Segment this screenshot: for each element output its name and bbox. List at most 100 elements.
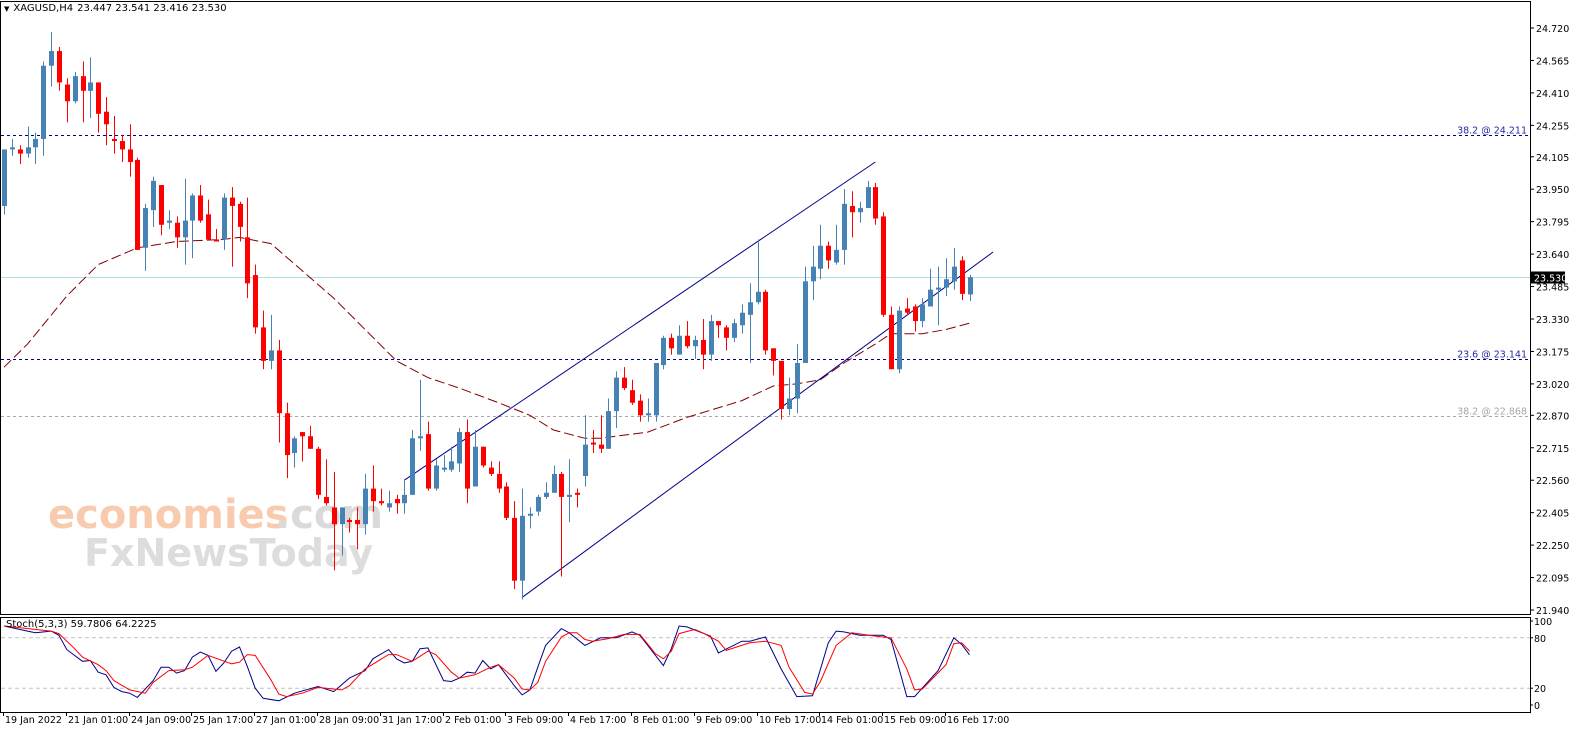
price-axis-label: 24.565 <box>1536 56 1569 67</box>
time-axis-label: 8 Feb 01:00 <box>633 715 689 726</box>
time-axis-label: 21 Jan 01:00 <box>68 715 128 726</box>
chart-header: ▼ XAGUSD,H4 23.447 23.541 23.416 23.530 <box>4 3 227 14</box>
candle-bearish <box>206 214 211 240</box>
candle-bullish <box>646 413 651 416</box>
candle-bearish <box>591 442 596 445</box>
candle-bullish <box>732 323 737 338</box>
stoch-axis-label: 20 <box>1534 684 1546 695</box>
candle-bearish <box>465 432 470 489</box>
triangle-down-icon[interactable]: ▼ <box>4 4 10 13</box>
candle-bearish <box>198 195 203 221</box>
candle-bearish <box>300 432 305 437</box>
candle-bearish <box>261 327 266 361</box>
candle-bearish <box>622 377 627 389</box>
price-axis-label: 22.095 <box>1536 574 1569 585</box>
candle-bearish <box>771 348 776 361</box>
time-axis-label: 19 Jan 2022 <box>5 715 62 726</box>
candle-bearish <box>230 197 235 206</box>
candle-bearish <box>826 245 831 261</box>
candle-bearish <box>332 507 337 525</box>
candle-bullish <box>614 377 619 412</box>
candle-bullish <box>222 197 227 240</box>
candle-bullish <box>552 473 557 493</box>
candle-bearish <box>371 488 376 502</box>
candle-bearish <box>308 436 313 449</box>
candle-bullish <box>936 287 941 290</box>
time-axis-label: 15 Feb 09:00 <box>884 715 946 726</box>
candle-bullish <box>920 304 925 322</box>
stoch-axis-label: 80 <box>1534 634 1546 645</box>
candle-bearish <box>669 337 674 349</box>
candle-bearish <box>65 84 70 102</box>
candle-bullish <box>26 147 31 154</box>
candle-bearish <box>905 308 910 313</box>
price-axis-label: 22.715 <box>1536 444 1569 455</box>
candle-bullish <box>944 279 949 288</box>
trend-channel-line[interactable] <box>404 161 876 481</box>
candle-bearish <box>489 467 494 474</box>
candle-bearish <box>159 185 164 225</box>
price-axis-label: 22.405 <box>1536 509 1569 520</box>
watermark-economies: economies <box>48 492 289 538</box>
candle-bullish <box>583 444 588 477</box>
candle-bearish <box>57 51 62 83</box>
current-price-label: 23.530 <box>1534 274 1567 285</box>
price-axis-label: 24.410 <box>1536 89 1569 100</box>
candle-bullish <box>190 195 195 221</box>
price-axis-label: 22.870 <box>1536 411 1569 422</box>
candle-bearish <box>324 496 329 504</box>
candle-bearish <box>685 335 690 347</box>
candle-bearish <box>504 486 509 518</box>
candle-bullish <box>536 496 541 512</box>
candle-bearish <box>638 400 643 416</box>
price-axis-label: 23.485 <box>1536 283 1569 294</box>
candle-bullish <box>661 337 666 366</box>
candle-bearish <box>18 149 23 154</box>
candle-bullish <box>968 277 973 295</box>
candle-bullish <box>528 513 533 516</box>
candle-bullish <box>183 220 188 238</box>
price-axis-label: 22.560 <box>1536 476 1569 487</box>
moving-average-line <box>3 236 970 439</box>
candle-bullish <box>33 138 38 148</box>
candle-bearish <box>128 149 133 162</box>
candle-bullish <box>928 289 933 307</box>
candle-bullish <box>387 503 392 508</box>
candle-bearish <box>850 205 855 213</box>
stoch-k-line <box>3 625 970 702</box>
stoch-d-line <box>3 625 970 698</box>
candle-bearish <box>559 473 564 497</box>
candle-bullish <box>606 411 611 449</box>
candle-bullish <box>858 208 863 213</box>
candle-bullish <box>143 208 148 248</box>
candle-bullish <box>410 438 415 495</box>
candle-bullish <box>818 245 823 269</box>
candle-bullish <box>693 339 698 347</box>
candle-bullish <box>49 51 54 66</box>
candle-bullish <box>457 432 462 464</box>
candle-bearish <box>112 138 117 142</box>
fibo-level-label: 38.2 @ 24.211 <box>1457 126 1527 137</box>
watermark-fxnewstoday: FxNewsToday <box>84 531 373 575</box>
stoch-label: Stoch(5,3,3) 59.7806 64.2225 <box>6 619 157 630</box>
candle-bearish <box>512 517 517 581</box>
candle-bearish <box>285 413 290 456</box>
candle-bullish <box>449 461 454 470</box>
candle-bullish <box>10 147 15 150</box>
candle-bearish <box>175 222 180 238</box>
candle-bullish <box>834 249 839 263</box>
candle-bullish <box>418 436 423 439</box>
symbol-label: XAGUSD,H4 <box>13 3 74 14</box>
price-axis-label: 23.330 <box>1536 315 1569 326</box>
candle-bearish <box>630 390 635 403</box>
price-axis-label: 23.175 <box>1536 347 1569 358</box>
candle-bearish <box>960 260 965 294</box>
price-axis-label: 23.020 <box>1536 380 1569 391</box>
candle-bullish <box>269 350 274 361</box>
candle-bearish <box>135 159 140 250</box>
candle-bullish <box>795 362 800 399</box>
current-price-box <box>1531 271 1565 284</box>
candle-bullish <box>567 494 572 497</box>
candle-bearish <box>245 237 250 284</box>
